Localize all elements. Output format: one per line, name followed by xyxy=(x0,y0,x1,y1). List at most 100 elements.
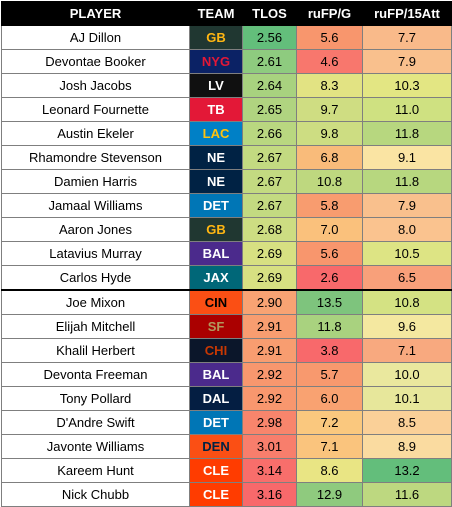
rufp-per-15att-value: 7.1 xyxy=(362,338,452,363)
tlos-value: 2.65 xyxy=(242,97,297,122)
player-name: Carlos Hyde xyxy=(1,265,190,291)
rufp-per-15att-value: 7.9 xyxy=(362,49,452,74)
table-row: Austin Ekeler LAC 2.66 9.8 11.8 xyxy=(1,121,452,146)
header-tlos: TLOS xyxy=(242,1,297,26)
table-row: Latavius Murray BAL 2.69 5.6 10.5 xyxy=(1,241,452,266)
player-name: Tony Pollard xyxy=(1,386,190,411)
tlos-value: 3.14 xyxy=(242,458,297,483)
rufp-per-15att-value: 11.8 xyxy=(362,121,452,146)
table-row: Rhamondre Stevenson NE 2.67 6.8 9.1 xyxy=(1,145,452,170)
tlos-value: 2.92 xyxy=(242,362,297,387)
rufp-per-game-value: 9.8 xyxy=(296,121,363,146)
player-name: Elijah Mitchell xyxy=(1,314,190,339)
team-badge: CIN xyxy=(189,289,243,315)
player-name: Josh Jacobs xyxy=(1,73,190,98)
table-row: Khalil Herbert CHI 2.91 3.8 7.1 xyxy=(1,338,452,363)
tlos-value: 3.01 xyxy=(242,434,297,459)
table-row: Aaron Jones GB 2.68 7.0 8.0 xyxy=(1,217,452,242)
rufp-per-15att-value: 9.6 xyxy=(362,314,452,339)
player-name: Kareem Hunt xyxy=(1,458,190,483)
tlos-value: 2.98 xyxy=(242,410,297,435)
rufp-per-game-value: 5.8 xyxy=(296,193,363,218)
player-name: Javonte Williams xyxy=(1,434,190,459)
table-body: AJ Dillon GB 2.56 5.6 7.7 Devontae Booker NYG 2… xyxy=(1,25,452,507)
team-badge: CLE xyxy=(189,482,243,507)
header-player: PLAYER xyxy=(1,1,190,26)
team-badge: NE xyxy=(189,145,243,170)
table-row: Joe Mixon CIN 2.90 13.5 10.8 xyxy=(1,289,452,315)
team-badge: LV xyxy=(189,73,243,98)
tlos-value: 2.66 xyxy=(242,121,297,146)
player-name: Nick Chubb xyxy=(1,482,190,507)
rufp-per-game-value: 5.7 xyxy=(296,362,363,387)
team-badge: TB xyxy=(189,97,243,122)
team-badge: CLE xyxy=(189,458,243,483)
table-row: Elijah Mitchell SF 2.91 11.8 9.6 xyxy=(1,314,452,339)
player-name: Joe Mixon xyxy=(1,289,190,315)
table-row: Javonte Williams DEN 3.01 7.1 8.9 xyxy=(1,434,452,459)
player-name: Damien Harris xyxy=(1,169,190,194)
rufp-per-15att-value: 10.0 xyxy=(362,362,452,387)
table-row: D'Andre Swift DET 2.98 7.2 8.5 xyxy=(1,410,452,435)
table-row: Tony Pollard DAL 2.92 6.0 10.1 xyxy=(1,386,452,411)
player-name: Jamaal Williams xyxy=(1,193,190,218)
table-row: AJ Dillon GB 2.56 5.6 7.7 xyxy=(1,25,452,50)
rufp-per-15att-value: 10.8 xyxy=(362,289,452,315)
header-rufp-per-game: ruFP/G xyxy=(296,1,363,26)
rufp-per-15att-value: 8.5 xyxy=(362,410,452,435)
tlos-value: 2.64 xyxy=(242,73,297,98)
table-row: Josh Jacobs LV 2.64 8.3 10.3 xyxy=(1,73,452,98)
header-rufp-per-15att: ruFP/15Att xyxy=(362,1,452,26)
team-badge: SF xyxy=(189,314,243,339)
header-team: TEAM xyxy=(189,1,243,26)
rufp-per-15att-value: 8.9 xyxy=(362,434,452,459)
rufp-per-15att-value: 11.6 xyxy=(362,482,452,507)
team-badge: DET xyxy=(189,193,243,218)
rufp-per-15att-value: 7.7 xyxy=(362,25,452,50)
team-badge: DET xyxy=(189,410,243,435)
tlos-value: 2.61 xyxy=(242,49,297,74)
rufp-per-game-value: 7.0 xyxy=(296,217,363,242)
player-name: Leonard Fournette xyxy=(1,97,190,122)
rufp-per-15att-value: 10.3 xyxy=(362,73,452,98)
header-row: PLAYER TEAM TLOS ruFP/G ruFP/15Att xyxy=(1,1,452,26)
tlos-value: 2.90 xyxy=(242,289,297,315)
tlos-value: 2.69 xyxy=(242,265,297,291)
rufp-per-game-value: 5.6 xyxy=(296,241,363,266)
tlos-value: 2.91 xyxy=(242,314,297,339)
rufp-per-15att-value: 10.5 xyxy=(362,241,452,266)
player-name: Devonta Freeman xyxy=(1,362,190,387)
tlos-value: 2.67 xyxy=(242,193,297,218)
team-badge: LAC xyxy=(189,121,243,146)
rufp-per-game-value: 8.6 xyxy=(296,458,363,483)
tlos-value: 2.92 xyxy=(242,386,297,411)
rufp-per-15att-value: 10.1 xyxy=(362,386,452,411)
table-row: Leonard Fournette TB 2.65 9.7 11.0 xyxy=(1,97,452,122)
rufp-per-game-value: 9.7 xyxy=(296,97,363,122)
rufp-per-game-value: 13.5 xyxy=(296,289,363,315)
rufp-per-game-value: 8.3 xyxy=(296,73,363,98)
tlos-value: 2.67 xyxy=(242,145,297,170)
rufp-per-game-value: 4.6 xyxy=(296,49,363,74)
team-badge: BAL xyxy=(189,362,243,387)
player-name: Rhamondre Stevenson xyxy=(1,145,190,170)
team-badge: GB xyxy=(189,25,243,50)
rufp-per-game-value: 6.0 xyxy=(296,386,363,411)
tlos-value: 2.56 xyxy=(242,25,297,50)
team-badge: NYG xyxy=(189,49,243,74)
player-name: Khalil Herbert xyxy=(1,338,190,363)
tlos-value: 3.16 xyxy=(242,482,297,507)
team-badge: JAX xyxy=(189,265,243,291)
rufp-per-game-value: 12.9 xyxy=(296,482,363,507)
rufp-per-game-value: 7.1 xyxy=(296,434,363,459)
rufp-per-15att-value: 8.0 xyxy=(362,217,452,242)
player-name: Aaron Jones xyxy=(1,217,190,242)
rufp-per-15att-value: 13.2 xyxy=(362,458,452,483)
tlos-value: 2.69 xyxy=(242,241,297,266)
player-name: D'Andre Swift xyxy=(1,410,190,435)
tlos-value: 2.68 xyxy=(242,217,297,242)
table-row: Damien Harris NE 2.67 10.8 11.8 xyxy=(1,169,452,194)
rufp-per-game-value: 2.6 xyxy=(296,265,363,291)
team-badge: GB xyxy=(189,217,243,242)
